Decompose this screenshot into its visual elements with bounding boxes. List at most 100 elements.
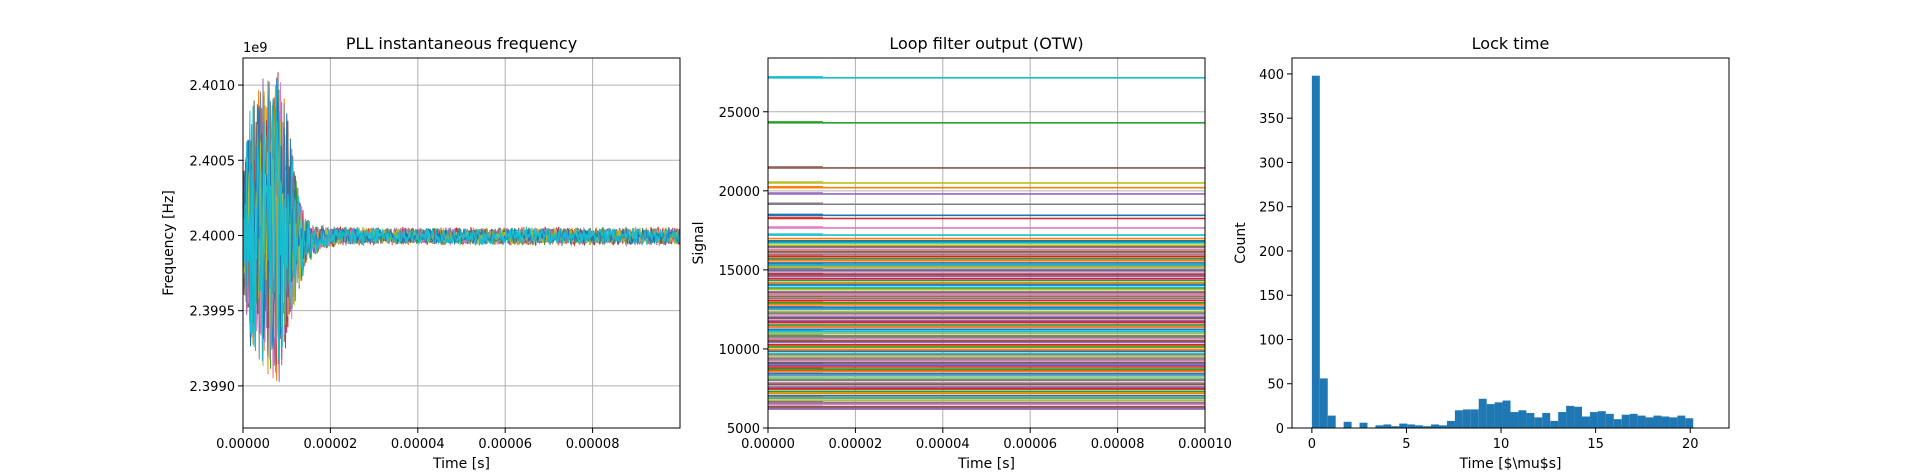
histogram-bar	[1661, 416, 1670, 428]
x-tick-label: 0.00000	[741, 437, 795, 452]
histogram-bar	[1319, 378, 1328, 428]
histogram-bar	[1605, 413, 1614, 428]
y-tick-label: 300	[1259, 156, 1284, 171]
histogram-bar	[1542, 412, 1551, 428]
histogram-bar	[1375, 425, 1384, 428]
y-tick-label: 25000	[719, 106, 760, 121]
x-tick-label: 0.00002	[304, 437, 358, 452]
histogram-bar	[1518, 410, 1527, 428]
x-tick-label: 0.00006	[478, 437, 532, 452]
histogram-bar	[1685, 418, 1694, 428]
x-tick-label: 0.00006	[1003, 437, 1057, 452]
x-tick-label: 0.00002	[829, 437, 883, 452]
y-tick-label: 150	[1259, 289, 1284, 304]
histogram-bar	[1383, 424, 1392, 428]
bars-layer	[1311, 75, 1694, 429]
histogram-bar	[1454, 410, 1463, 428]
histogram-bar	[1653, 415, 1662, 428]
histogram-bar	[1566, 405, 1575, 428]
x-axis-label: Time [s]	[957, 456, 1015, 472]
histogram-bar	[1589, 412, 1598, 428]
axes-frame	[767, 57, 1206, 429]
histogram-bar	[1423, 426, 1432, 428]
histogram-bar	[1574, 406, 1583, 428]
axes-frame	[1291, 57, 1730, 429]
y-tick-label: 15000	[719, 264, 760, 279]
histogram-bar	[1486, 404, 1495, 428]
x-axis-label: Time [$\mu$s]	[1459, 456, 1562, 472]
histogram-bar	[1399, 423, 1408, 428]
histogram-bar	[1669, 417, 1678, 428]
y-offset-text: 1e9	[243, 41, 268, 56]
y-tick-label: 200	[1259, 245, 1284, 260]
chart-title: Lock time	[1472, 34, 1550, 53]
plot-area: 0.00000 0.00002 0.00004 0.00006 0.00008 0.000…	[719, 58, 1232, 452]
y-axis-label: Count	[1233, 222, 1249, 264]
histogram-bar	[1311, 75, 1320, 429]
y-tick-label: 50	[1267, 378, 1284, 393]
histogram-bar	[1494, 402, 1503, 428]
y-tick-label: 400	[1259, 68, 1284, 83]
histogram-bar	[1446, 420, 1455, 428]
histogram-bar	[1510, 412, 1519, 428]
y-tick-label: 2.4010	[190, 79, 236, 94]
chart-title: PLL instantaneous frequency	[346, 34, 577, 53]
histogram-bar	[1645, 417, 1654, 428]
plot-area: 0.00000 0.00002 0.00004 0.00006 0.00008 2.399…	[190, 58, 680, 452]
x-tick-label: 0.00010	[1178, 437, 1232, 452]
y-tick-label: 100	[1259, 333, 1284, 348]
histogram-bar	[1558, 412, 1567, 428]
histogram-bar	[1582, 416, 1590, 428]
panel-loop-filter: 0.00000 0.00002 0.00004 0.00006 0.00008 0.000…	[691, 34, 1232, 472]
x-tick-label: 0	[1308, 437, 1316, 452]
x-tick-label: 10	[1493, 437, 1510, 452]
x-tick-label: 20	[1682, 437, 1699, 452]
y-tick-label: 10000	[719, 343, 760, 358]
panel-pll-frequency: 0.00000 0.00002 0.00004 0.00006 0.00008 2.399…	[161, 34, 681, 472]
series-layer	[243, 72, 680, 382]
y-axis-label: Frequency [Hz]	[161, 190, 177, 296]
frequency-trace	[243, 84, 680, 362]
x-tick-label: 0.00000	[216, 437, 270, 452]
histogram-bar	[1478, 398, 1487, 428]
y-tick-label: 350	[1259, 112, 1284, 127]
histogram-bar	[1359, 422, 1368, 428]
histogram-bar	[1629, 413, 1638, 428]
x-tick-label: 5	[1402, 437, 1410, 452]
axes-frame	[242, 57, 681, 429]
histogram-bar	[1637, 415, 1646, 428]
y-tick-label: 2.4005	[190, 154, 236, 169]
histogram-bar	[1677, 415, 1686, 428]
histogram-bar	[1462, 409, 1471, 428]
x-axis-label: Time [s]	[432, 456, 490, 472]
histogram-bar	[1327, 415, 1336, 428]
histogram-bar	[1597, 411, 1606, 428]
histogram-bar	[1526, 412, 1535, 428]
histogram-bar	[1343, 421, 1352, 428]
histogram-bar	[1415, 425, 1424, 428]
histogram-bar	[1407, 424, 1416, 428]
histogram-bar	[1621, 414, 1630, 428]
histogram-bar	[1438, 425, 1447, 428]
histogram-bar	[1391, 426, 1400, 428]
x-tick-label: 0.00008	[1091, 437, 1145, 452]
y-tick-label: 5000	[727, 422, 760, 437]
y-tick-label: 250	[1259, 201, 1284, 216]
y-axis-label: Signal	[691, 221, 707, 264]
histogram-bar	[1534, 417, 1543, 428]
chart-title: Loop filter output (OTW)	[889, 34, 1083, 53]
series-layer	[768, 76, 1205, 410]
x-tick-label: 0.00004	[916, 437, 970, 452]
histogram-bar	[1502, 400, 1511, 428]
y-tick-label: 2.3995	[190, 305, 236, 320]
x-tick-label: 0.00008	[566, 437, 620, 452]
y-tick-label: 2.3990	[190, 380, 236, 395]
x-tick-label: 15	[1587, 437, 1604, 452]
histogram-bar	[1470, 409, 1479, 428]
y-tick-label: 0	[1276, 422, 1284, 437]
x-tick-label: 0.00004	[391, 437, 445, 452]
histogram-bar	[1550, 420, 1559, 428]
